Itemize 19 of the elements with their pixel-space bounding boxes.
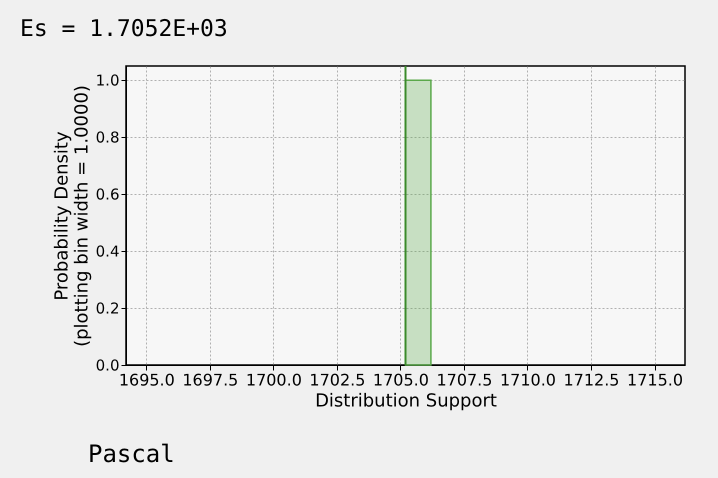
y-tick-label: 1.0 xyxy=(96,72,120,90)
x-tick-label: 1710.0 xyxy=(500,370,556,390)
x-tick-label: 1712.5 xyxy=(563,370,620,390)
y-tick-label: 0.2 xyxy=(96,300,120,318)
y-tick-label: 0.6 xyxy=(96,186,120,204)
y-tick-label: 0.0 xyxy=(96,356,120,374)
y-tick-label: 0.4 xyxy=(96,242,120,261)
x-tick-label: 1707.5 xyxy=(436,370,492,390)
x-axis-title: Distribution Support xyxy=(315,390,497,412)
x-tick-label: 1705.0 xyxy=(372,370,429,390)
x-tick-label: 1697.5 xyxy=(182,370,238,390)
x-tick-label: 1702.5 xyxy=(309,370,366,390)
x-tick-label: 1700.0 xyxy=(246,370,302,390)
x-tick-label: 1715.0 xyxy=(627,370,683,390)
y-tick-label: 0.8 xyxy=(96,128,120,147)
chart-title: Es = 1.7052E+03 xyxy=(20,16,228,42)
x-tick-label: 1695.0 xyxy=(118,370,175,390)
text: Pascal xyxy=(88,440,175,468)
y-axis-title: Probability Density (plotting bin width = 1.0000) xyxy=(52,85,93,347)
